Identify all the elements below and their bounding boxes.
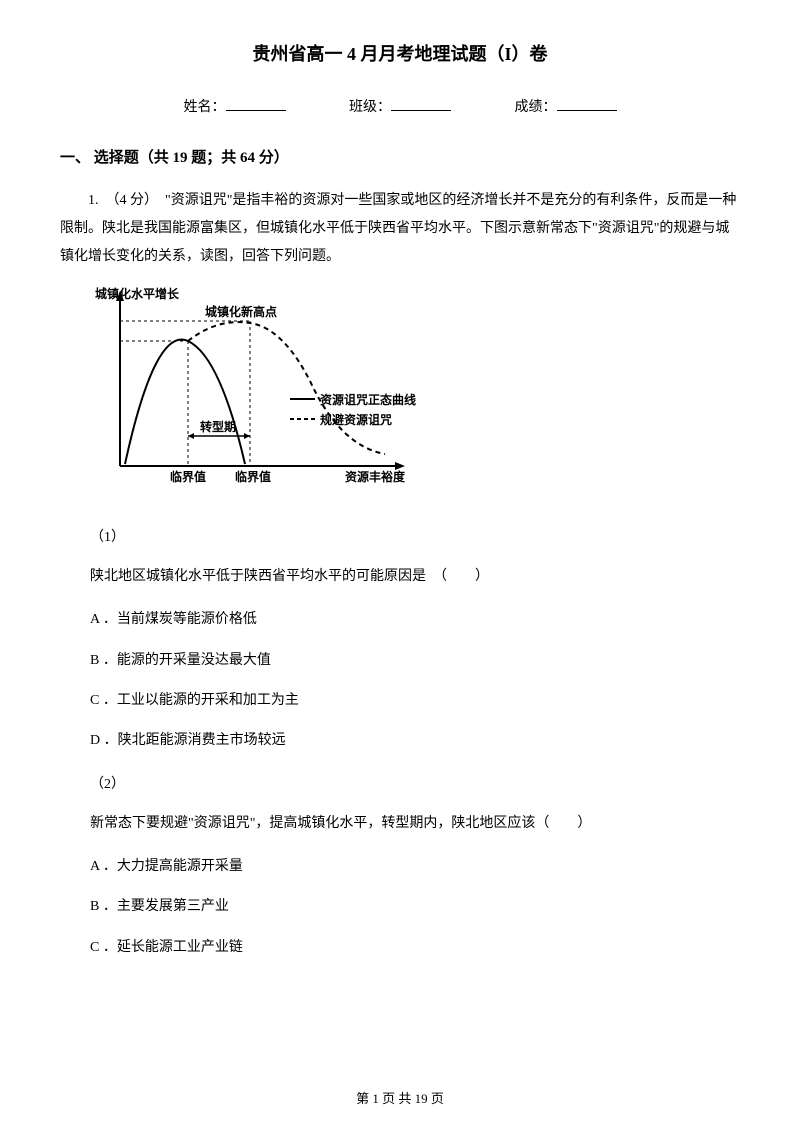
transition-label: 转型期 [200, 419, 236, 434]
sub-question-1-text: 陕北地区城镇化水平低于陕西省平均水平的可能原因是 （ ） [90, 564, 740, 589]
page-title: 贵州省高一 4 月月考地理试题（I）卷 [60, 40, 740, 66]
resource-curse-chart: 城镇化水平增长 资源丰裕度 城镇化新高点 转型期 临界值 临界值 [90, 286, 430, 496]
name-label: 姓名： [184, 96, 226, 116]
score-blank [557, 110, 617, 111]
option-1a: A ．当前煤炭等能源价格低 [90, 609, 740, 631]
chart-container: 城镇化水平增长 资源丰裕度 城镇化新高点 转型期 临界值 临界值 [90, 286, 740, 501]
class-label: 班级： [349, 96, 391, 116]
y-axis-label: 城镇化水平增长 [95, 286, 180, 301]
option-1b: B ．能源的开采量没达最大值 [90, 650, 740, 672]
info-row: 姓名： 班级： 成绩： [60, 96, 740, 116]
question-intro: 1. （4 分） "资源诅咒"是指丰裕的资源对一些国家或地区的经济增长并不是充分… [60, 187, 740, 271]
option-1d: D ．陕北距能源消费主市场较远 [90, 730, 740, 752]
sub-question-2-text: 新常态下要规避"资源诅咒"，提高城镇化水平，转型期内，陕北地区应该（ ） [90, 811, 740, 836]
option-2a: A ．大力提高能源开采量 [90, 856, 740, 878]
option-2b: B ．主要发展第三产业 [90, 896, 740, 918]
legend-solid: 资源诅咒正态曲线 [320, 392, 416, 407]
name-blank [226, 110, 286, 111]
threshold-2: 临界值 [235, 469, 271, 484]
option-1c: C ．工业以能源的开采和加工为主 [90, 690, 740, 712]
page-footer: 第 1 页 共 19 页 [0, 1088, 800, 1107]
legend-dashed: 规避资源诅咒 [320, 412, 392, 427]
sub-question-2-number: （2） [90, 773, 740, 793]
option-2c: C ．延长能源工业产业链 [90, 937, 740, 959]
x-axis-label: 资源丰裕度 [345, 469, 406, 484]
threshold-1: 临界值 [170, 469, 206, 484]
peak-annotation: 城镇化新高点 [205, 304, 277, 319]
sub-question-1-number: （1） [90, 526, 740, 546]
class-blank [391, 110, 451, 111]
score-label: 成绩： [515, 96, 557, 116]
section-header: 一、 选择题（共 19 题；共 64 分） [60, 146, 740, 167]
